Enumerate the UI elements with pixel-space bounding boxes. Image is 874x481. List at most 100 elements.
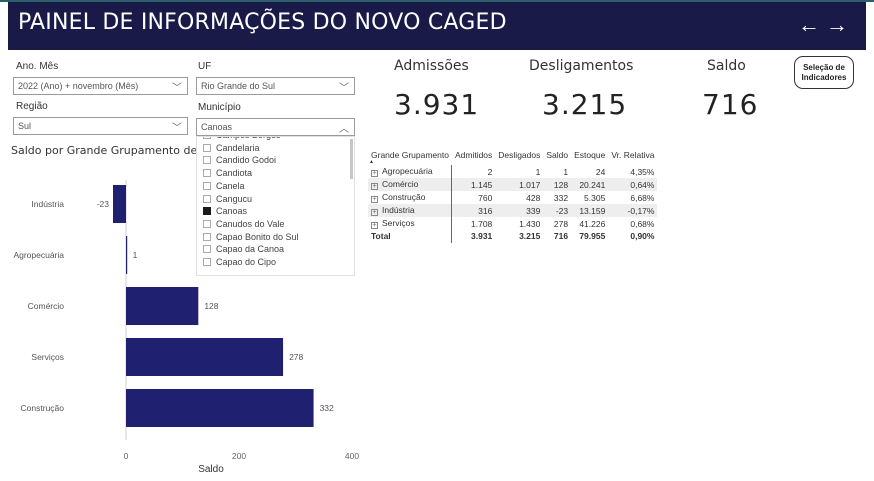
chevron-down-icon: ﹀ bbox=[339, 83, 349, 94]
municipio-option[interactable]: Canoas bbox=[203, 206, 247, 216]
municipio-option[interactable]: Canudos do Vale bbox=[203, 219, 284, 229]
total-cell: 79.955 bbox=[579, 231, 606, 242]
top-accent-line bbox=[0, 0, 874, 2]
municipio-option[interactable]: Capao Bonito do Sul bbox=[203, 232, 299, 242]
category-label: Construção bbox=[21, 403, 65, 413]
checkbox-icon[interactable] bbox=[203, 169, 211, 178]
expand-icon[interactable]: + bbox=[371, 183, 378, 190]
municipio-option[interactable]: Campos Borges bbox=[203, 137, 281, 140]
table-cell: 1.430 bbox=[519, 218, 541, 229]
column-header[interactable]: Saldo bbox=[546, 150, 569, 160]
data-label: 128 bbox=[204, 301, 218, 311]
data-label: 332 bbox=[320, 403, 334, 413]
table-cell: + Construção bbox=[368, 191, 453, 204]
regiao-dropdown[interactable]: Sul ﹀ bbox=[13, 117, 188, 135]
ano-mes-label: Ano. Mês bbox=[16, 61, 59, 72]
expand-icon[interactable]: + bbox=[371, 170, 378, 177]
chevron-up-icon: ︿ bbox=[339, 124, 349, 135]
column-header[interactable]: Grande Grupamento ▲ bbox=[369, 150, 449, 165]
municipio-option[interactable]: Canela bbox=[203, 181, 245, 191]
selecao-line2: Indicadores bbox=[801, 73, 847, 82]
column-header[interactable]: Admitidos bbox=[454, 150, 493, 160]
chart-bar bbox=[126, 236, 128, 274]
checkbox-icon[interactable] bbox=[203, 156, 211, 165]
selecao-indicadores-button[interactable]: Seleção de Indicadores bbox=[794, 56, 854, 89]
checkbox-checked-icon[interactable] bbox=[203, 207, 211, 216]
municipio-label: Município bbox=[198, 102, 241, 113]
table-cell: 20.241 bbox=[571, 178, 609, 191]
municipio-option-label: Capao Bonito do Sul bbox=[216, 231, 299, 242]
expand-icon[interactable]: + bbox=[371, 222, 378, 229]
table-cell: 760 bbox=[478, 192, 493, 203]
table-cell: 0,64% bbox=[608, 178, 658, 191]
municipio-dropdown-list[interactable]: Campos Borges Candelaria Candido Godoi Cand… bbox=[196, 136, 355, 276]
chart-bar bbox=[126, 338, 284, 376]
municipio-option-label: Candiota bbox=[216, 168, 253, 179]
expand-icon[interactable]: + bbox=[371, 196, 378, 203]
municipio-value: Canoas bbox=[201, 122, 233, 132]
municipio-dropdown[interactable]: Canoas ︿ bbox=[196, 118, 355, 136]
column-header[interactable]: Estoque bbox=[574, 150, 606, 160]
desligamentos-value: 3.215 bbox=[542, 88, 628, 121]
table-cell: 2 bbox=[487, 166, 493, 177]
municipio-option-label: Canoas bbox=[216, 206, 248, 217]
table-cell: 316 bbox=[451, 204, 496, 217]
table-cell: 4,35% bbox=[630, 166, 655, 177]
data-label: 1 bbox=[133, 250, 138, 260]
chart-title: Saldo por Grande Grupamento de Ati bbox=[11, 144, 216, 157]
page-title: PAINEL DE INFORMAÇÕES DO NOVO CAGED bbox=[18, 10, 507, 35]
table-cell: + Agropecuária bbox=[368, 165, 453, 178]
table-cell: 332 bbox=[553, 192, 569, 203]
municipio-option[interactable]: Candido Godoi bbox=[203, 155, 276, 165]
column-header[interactable]: Vr. Relativa bbox=[611, 150, 655, 160]
checkbox-icon[interactable] bbox=[203, 137, 211, 139]
uf-dropdown[interactable]: Rio Grande do Sul ﹀ bbox=[196, 77, 355, 95]
forward-arrow-icon[interactable]: → bbox=[826, 12, 848, 37]
sort-ascending-icon[interactable]: ▲ bbox=[369, 159, 374, 165]
total-row: Total 3.931 3.215 716 79.955 0,90% bbox=[368, 230, 657, 243]
table-row: + Serviços 1.708 1.430 278 41.226 0,68% bbox=[368, 217, 657, 230]
municipio-option[interactable]: Cangucu bbox=[203, 194, 252, 204]
checkbox-icon[interactable] bbox=[203, 143, 211, 152]
table-row: + Comércio 1.145 1.017 128 20.241 0,64% bbox=[368, 178, 658, 191]
table-cell: 278 bbox=[553, 218, 569, 229]
column-header[interactable]: Desligados bbox=[498, 150, 541, 160]
checkbox-icon[interactable] bbox=[203, 181, 211, 190]
municipio-option-label: Canudos do Vale bbox=[216, 218, 285, 229]
municipio-option-label: Canela bbox=[216, 180, 245, 191]
checkbox-icon[interactable] bbox=[203, 258, 211, 266]
municipio-option[interactable]: Capao do Cipo bbox=[203, 257, 276, 267]
admissoes-value: 3.931 bbox=[394, 88, 480, 121]
saldo-label: Saldo bbox=[707, 58, 746, 74]
municipio-option-label: Cangucu bbox=[216, 193, 253, 204]
municipio-option[interactable]: Candiota bbox=[203, 168, 252, 178]
category-label: Indústria bbox=[31, 199, 64, 209]
header-bar: PAINEL DE INFORMAÇÕES DO NOVO CAGED ← → bbox=[8, 2, 866, 50]
regiao-label: Região bbox=[16, 101, 48, 112]
chart-bar bbox=[126, 287, 199, 325]
checkbox-icon[interactable] bbox=[203, 245, 211, 254]
checkbox-icon[interactable] bbox=[203, 219, 211, 228]
checkbox-icon[interactable] bbox=[203, 232, 211, 241]
selecao-line1: Seleção de bbox=[803, 63, 845, 72]
expand-icon[interactable]: + bbox=[371, 209, 378, 216]
ano-mes-dropdown[interactable]: 2022 (Ano) + novembro (Mês) ﹀ bbox=[13, 77, 188, 95]
chart-bar bbox=[113, 185, 126, 223]
chevron-down-icon: ﹀ bbox=[172, 123, 182, 134]
data-label: 278 bbox=[289, 352, 303, 362]
table-row: + Indústria 316 339 -23 13.159 -0,17% bbox=[368, 204, 658, 217]
municipio-option-label: Campos Borges bbox=[216, 137, 281, 140]
total-cell: 716 bbox=[553, 231, 569, 242]
chart-bar bbox=[126, 389, 314, 427]
table-cell: 1.017 bbox=[495, 178, 544, 191]
x-tick-label: 200 bbox=[232, 451, 246, 461]
table-cell: 41.226 bbox=[579, 218, 606, 229]
back-arrow-icon[interactable]: ← bbox=[798, 12, 820, 37]
x-tick-label: 0 bbox=[124, 451, 129, 461]
checkbox-icon[interactable] bbox=[203, 194, 211, 203]
chevron-down-icon: ﹀ bbox=[172, 83, 182, 94]
municipio-option[interactable]: Capao da Canoa bbox=[203, 244, 284, 254]
municipio-option[interactable]: Candelaria bbox=[203, 143, 260, 153]
dropdown-scrollbar[interactable] bbox=[350, 139, 353, 179]
total-cell: 0,90% bbox=[630, 231, 655, 242]
